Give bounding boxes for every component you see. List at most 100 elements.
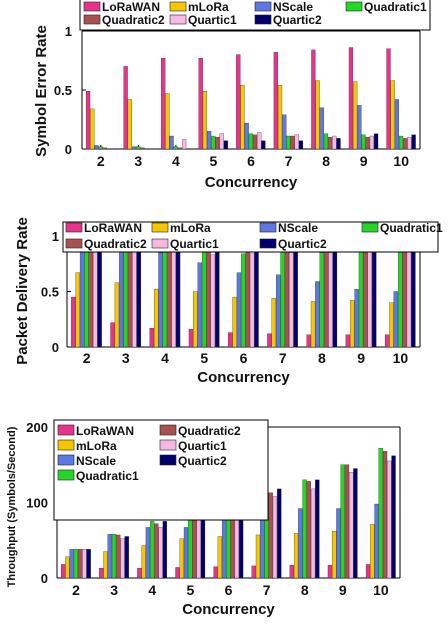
legend-swatch xyxy=(57,424,75,436)
x-tick-label: 2 xyxy=(97,153,105,169)
bar xyxy=(252,134,258,150)
bar xyxy=(162,235,168,348)
bar xyxy=(90,108,95,150)
bar xyxy=(370,524,375,579)
bar xyxy=(183,527,189,579)
bar xyxy=(248,133,253,150)
legend-label: Quadratic1 xyxy=(76,469,139,483)
bar xyxy=(350,300,355,348)
bar xyxy=(196,517,201,579)
legend-label: NScale xyxy=(273,0,313,14)
y-axis-label: Symbol Error Rate xyxy=(33,25,50,157)
packet-delivery-rate-chart: 0 0.5 1 2 3 4 5 6 7 8 9 10 Concurrency Packet Deliver… xyxy=(14,217,443,386)
bar xyxy=(162,521,167,579)
legend-swatch xyxy=(83,1,101,12)
bar xyxy=(298,140,304,150)
bar xyxy=(98,146,103,150)
bar xyxy=(123,235,128,348)
x-axis-label: Concurrency xyxy=(205,174,298,191)
bar xyxy=(353,468,358,579)
bar xyxy=(223,140,228,150)
bar xyxy=(213,566,218,579)
bar xyxy=(386,48,391,150)
bar xyxy=(293,248,298,348)
bar xyxy=(391,455,396,579)
bar xyxy=(267,333,272,348)
legend-label: Quadratic2 xyxy=(178,424,241,438)
x-tick-label: 9 xyxy=(339,582,347,598)
bar xyxy=(332,531,337,579)
bar xyxy=(65,556,70,579)
x-tick-label: 10 xyxy=(373,582,389,598)
bar xyxy=(411,134,416,150)
bar xyxy=(277,488,282,579)
legend-swatch xyxy=(254,1,272,12)
bar xyxy=(393,291,399,348)
bar xyxy=(306,334,311,348)
bar xyxy=(119,235,124,348)
x-tick-label: 4 xyxy=(161,350,169,366)
bar xyxy=(197,262,202,348)
bar xyxy=(390,80,395,150)
y-tick-label: 0 xyxy=(65,142,72,157)
bar xyxy=(103,551,108,579)
bar xyxy=(345,334,351,348)
bar xyxy=(73,549,79,579)
bar xyxy=(193,291,198,348)
bar xyxy=(154,523,159,579)
y-tick-label: 1 xyxy=(65,24,72,39)
bar xyxy=(384,334,390,348)
bar xyxy=(249,253,255,348)
bar xyxy=(120,538,125,579)
bar xyxy=(123,66,128,150)
bar xyxy=(398,249,403,348)
legend: LoRaWAN mLoRa NScale Quadratic1 Quadratic2 Qu… xyxy=(79,0,431,31)
x-tick-label: 8 xyxy=(301,582,309,598)
bar xyxy=(111,534,117,579)
bar xyxy=(336,508,341,579)
bar xyxy=(171,239,176,348)
bar xyxy=(102,147,107,150)
bar xyxy=(99,568,104,579)
x-tick-label: 6 xyxy=(240,350,248,366)
bar xyxy=(261,140,266,150)
bar xyxy=(411,251,416,348)
bar xyxy=(140,147,145,150)
x-tick-label: 8 xyxy=(318,350,326,366)
bar xyxy=(378,447,383,579)
bar xyxy=(215,137,220,150)
bar xyxy=(232,296,237,348)
legend-label: Quartic2 xyxy=(178,454,227,468)
bar xyxy=(327,565,333,579)
bar xyxy=(323,249,329,348)
bar xyxy=(273,52,278,150)
bar xyxy=(221,518,227,579)
legend: LoRaWAN mLoRa NScale Quadratic1 Quadratic2 Qu… xyxy=(62,221,443,253)
bar xyxy=(201,248,207,348)
bar xyxy=(207,131,212,150)
y-tick-label: 0 xyxy=(52,340,59,355)
bar xyxy=(192,515,197,579)
bar xyxy=(179,538,184,579)
bar xyxy=(323,133,329,150)
legend-box xyxy=(53,419,269,521)
bar xyxy=(137,568,142,579)
bar xyxy=(127,235,133,348)
bar xyxy=(136,242,141,348)
legend-label: mLoRa xyxy=(170,221,211,235)
legend-swatch xyxy=(57,454,75,466)
bar xyxy=(124,536,129,579)
bar xyxy=(169,135,174,150)
bar xyxy=(234,511,239,579)
x-tick-label: 3 xyxy=(110,582,118,598)
bar xyxy=(257,132,262,150)
bar xyxy=(255,534,261,579)
bar xyxy=(284,248,290,348)
legend-swatch xyxy=(259,222,277,233)
bar xyxy=(353,81,358,150)
x-tick-label: 9 xyxy=(357,350,365,366)
y-tick-label: 100 xyxy=(26,496,48,511)
bar xyxy=(289,565,294,579)
bar xyxy=(153,289,159,348)
y-tick-label: 1 xyxy=(52,229,59,244)
